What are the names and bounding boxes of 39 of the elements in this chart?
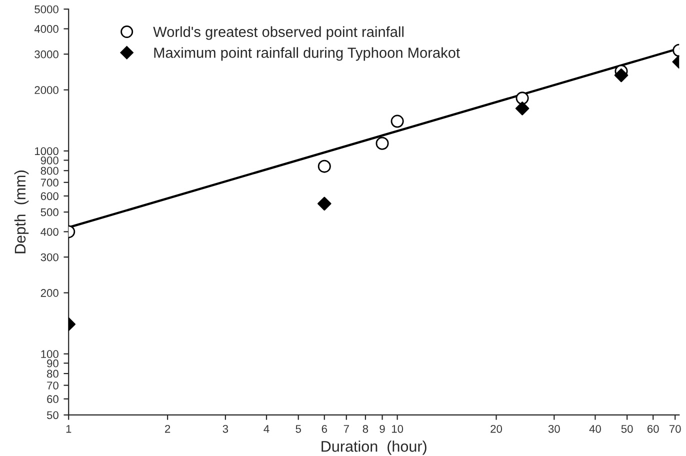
y-tick-label: 400 (40, 228, 58, 236)
legend-label: World's greatest observed point rainfall (153, 26, 404, 40)
y-tick-label: 600 (40, 192, 58, 200)
x-tick-label: 6 (322, 424, 327, 433)
y-tick-label: 90 (47, 359, 58, 368)
y-tick-label: 50 (46, 411, 58, 420)
x-tick-label: 1 (66, 425, 72, 433)
x-tick-label: 20 (490, 424, 502, 433)
y-tick-label: 900 (40, 156, 58, 164)
x-tick-label: 4 (264, 425, 270, 433)
y-tick-label: 700 (40, 178, 58, 187)
x-tick-label: 50 (621, 424, 633, 433)
y-tick-label: 4000 (34, 25, 58, 33)
x-tick-label: 30 (548, 424, 560, 433)
x-tick-label: 10 (392, 424, 404, 433)
y-axis-title: Depth (mm) (14, 170, 29, 254)
x-tick-label: 3 (222, 424, 228, 433)
y-tick-label: 3000 (34, 50, 58, 58)
x-tick-label: 40 (589, 424, 601, 433)
y-tick-label: 2000 (34, 86, 58, 94)
y-tick-label: 300 (40, 253, 58, 262)
y-tick-label: 200 (40, 289, 58, 297)
x-tick-label: 7 (344, 425, 349, 433)
x-tick-label: 5 (296, 425, 301, 433)
y-tick-label: 5000 (34, 5, 58, 14)
y-tick-label: 80 (47, 370, 58, 378)
y-tick-label: 70 (47, 382, 58, 390)
x-axis-title: Duration (hour) (322, 440, 426, 455)
x-tick-label: 8 (362, 424, 368, 433)
y-tick-label: 500 (40, 208, 58, 216)
y-tick-label: 60 (47, 395, 58, 404)
x-tick-label: 2 (165, 424, 170, 433)
x-tick-label: 9 (380, 424, 385, 433)
x-tick-label: 60 (647, 424, 659, 433)
y-tick-label: 800 (40, 166, 58, 175)
legend-label: Maximum point rainfall during Typhoon Morakot (154, 47, 460, 61)
y-tick-label: 100 (41, 350, 58, 358)
y-tick-label: 1000 (35, 147, 58, 156)
x-tick-label: 70 (670, 424, 681, 433)
